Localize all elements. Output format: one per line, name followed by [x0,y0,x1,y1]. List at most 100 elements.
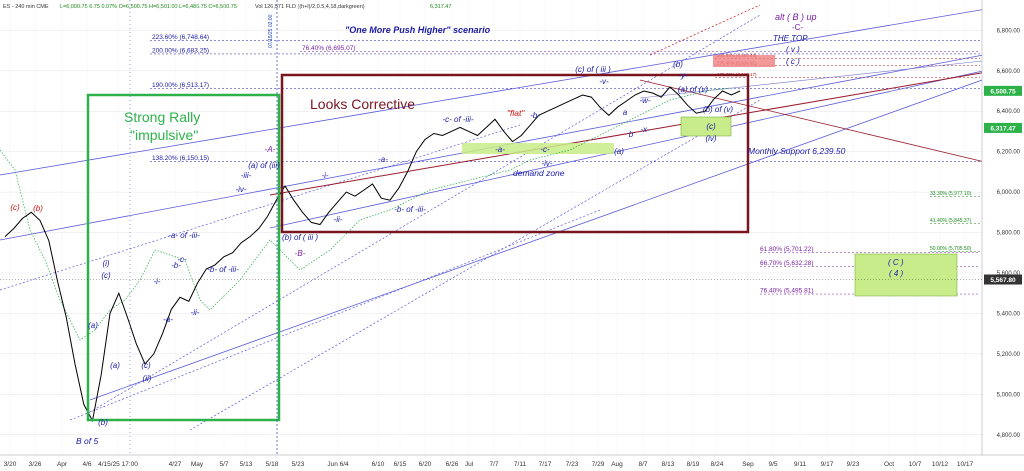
x-tick-label: 3/26 [29,461,42,468]
fib-label: 190.00% (6,513.17) [152,82,209,89]
wave-label: (b) [673,60,683,69]
corrective-label: Looks Corrective [310,96,415,112]
wave-label: (iv) [705,134,716,143]
fib-label: 33.30% (5,977.10) [930,191,971,197]
wave-label: (ii) [143,374,152,383]
header-ohlc: L=6,000.75 6.75 0.07% O=6,500.75 H=6,501… [60,4,237,10]
demand-zone-label: demand zone [513,168,565,178]
y-axis: 4,800.00 5,000.00 5,200.00 5,400.00 5,600.00… [997,28,1021,438]
wave-label: -a- [163,315,173,324]
x-tick-label: Oct [884,461,894,468]
wave-label: (a) [614,147,624,156]
price-tag-label: 5,567.80 [990,277,1016,284]
wave-label: (b) of ( iii ) [282,233,318,242]
wave-label: -b- [171,261,181,270]
wave-label: (a) of (v) [678,85,709,94]
wave-label: -i- [321,171,328,180]
fib-label: 41.40% (5,845.37) [930,218,971,224]
price-tag-label: 6,500.75 [990,88,1016,95]
x-tick-label: 5/13 [240,461,253,468]
wave-label: -iii- [241,171,252,180]
x-tick-label: 5/7 [219,461,228,468]
channel-dotted-3 [69,209,601,421]
x-tick-label: 10/17 [957,461,974,468]
wave-label: -i- [153,277,160,286]
y-tick-label: 6,600.00 [997,69,1021,75]
corrective-box [280,73,750,234]
trend-red-2 [639,79,1011,169]
channel-dotted-1 [89,14,761,413]
x-tick-label: 7/29 [592,461,605,468]
wave-label: -ii- [334,215,343,224]
wave-label: -iv- [235,185,246,194]
price-tag [984,122,1022,133]
wave-label: (b) [98,418,108,427]
header-indicator: Vol 126,571 FLD ((h+l)/2,0.5,4,18,darkgr… [255,4,365,10]
x-tick-label: 4/15/25 17:00 [98,461,138,468]
fib-label: 200.00% (6,683.25) [152,47,209,54]
x-tick-label: 5/18 [266,461,279,468]
wave-label: -a- [378,155,388,164]
x-tick-label: 7/23 [566,461,579,468]
wave-label: b [629,130,634,139]
wave-label: -iv- [541,159,552,168]
y-tick-label: 6,800.00 [997,28,1021,34]
wave-label: -a- [495,145,505,154]
fld-line [0,87,731,341]
x-tick-label: 10/7 [909,461,922,468]
x-tick-label: 3/20 [4,461,17,468]
x-axis: 3/20 3/26 Apr 4/6 4/15/25 17:00 4/27 May 5/7 5/1… [4,461,974,468]
y-tick-label: 6,400.00 [997,109,1021,115]
wave-label: -w- [639,96,650,105]
fib-label: 76.40% (5,495.81) [760,288,813,295]
x-tick-label: 4/27 [169,461,182,468]
x-tick-label: 6/26 [446,461,459,468]
wave-label: -ii- [191,308,200,317]
x-tick-label: Apr [57,461,68,468]
white-top-1 [639,57,1011,99]
header-symbol: ES - 240 min CME [3,4,49,10]
wave-label: a [623,108,628,117]
x-tick-label: Jun 6/4 [327,461,349,468]
y-tick-label: 6,200.00 [997,150,1021,156]
demand-zone-rect [462,143,614,154]
wave-label: (b) of (v) [703,105,734,114]
x-tick-label: Jul [465,461,474,468]
v-label: ( v ) [786,45,800,54]
x-tick-label: 8/19 [687,461,700,468]
wave-label: (c) [141,361,151,370]
y-tick-label: 5,800.00 [997,231,1021,237]
x-tick-label: 6/15 [394,461,407,468]
x-tick-label: May [191,461,204,468]
x-tick-label: 8/13 [662,461,675,468]
x-tick-label: 6/20 [419,461,432,468]
wave-label: -A- [265,145,276,154]
y-tick-label: 5,600.00 [997,271,1021,277]
x-tick-label: 10/12 [932,461,949,468]
channel-line-3 [89,69,1011,401]
right-axis-panel [982,0,1024,455]
monthly-support-label: Monthly Support 6,239.50 [748,146,846,156]
wave-label: -x- [640,125,650,134]
y-tick-label: 6,000.00 [997,190,1021,196]
wave-label: -y- [678,71,688,80]
wave-label: (b) [33,204,43,213]
x-tick-label: 5/23 [292,461,305,468]
red-dotted-top [649,4,761,56]
channel-dotted-4 [189,99,761,431]
wave-label: -c- of -iii- [442,115,473,124]
fib-label: 50.00% (5,705.50) [930,246,971,252]
strong-rally-box [86,93,281,422]
wave-labels: (b) (c) (a) (b) (i) (c) (a) (ii) (c) -i- -a- -ii- -b… [10,60,733,427]
the-top-label: THE TOP [773,34,808,43]
red-target-zone [713,55,775,67]
trend-red-1 [269,67,1011,196]
wave-label: (c) [10,203,20,212]
target-zone [854,253,958,297]
channel-lines [0,4,1011,431]
wave-label: -v- [599,77,609,86]
wave-label: (i) [102,259,109,268]
x-tick-label: Aug [611,461,623,468]
